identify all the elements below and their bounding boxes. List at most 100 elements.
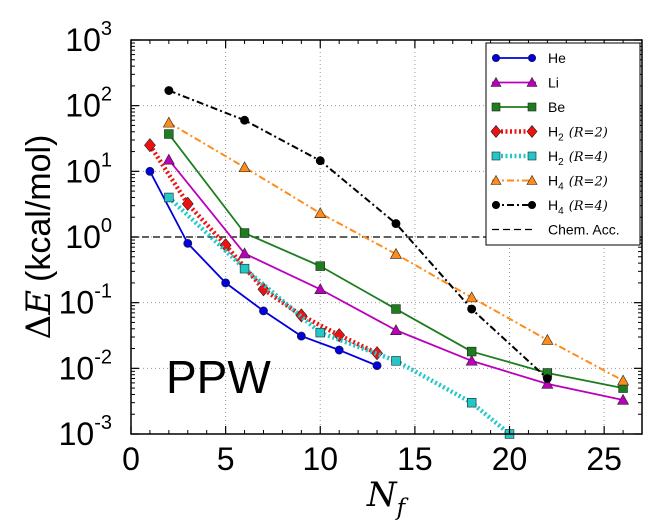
- y-tick-base: 10: [65, 153, 101, 189]
- data-point-0-2: [221, 278, 231, 288]
- data-point-0-6: [372, 361, 382, 371]
- data-point-3-1: [181, 196, 194, 211]
- legend-label-reference: Chem. Acc.: [548, 222, 620, 238]
- legend-box: [485, 42, 641, 246]
- series-line-4: [167, 195, 511, 436]
- data-point-0-4: [296, 331, 306, 341]
- legend-label-subscript: 4: [558, 206, 564, 217]
- series-2: [164, 129, 628, 393]
- legend-label-1: Li: [548, 75, 559, 91]
- x-tick-label: 0: [122, 441, 140, 477]
- data-point-2-1: [239, 228, 250, 238]
- legend-marker-4: [491, 151, 501, 161]
- y-label-variable: E: [19, 290, 59, 316]
- y-tick-base: 10: [59, 285, 95, 321]
- series-5: [162, 116, 630, 386]
- y-label-delta: Δ: [19, 315, 59, 340]
- legend-label-subscript: 2: [558, 133, 564, 144]
- data-point-1-4: [465, 354, 478, 366]
- data-point-1-0: [162, 153, 175, 165]
- series-layer: [144, 86, 630, 439]
- legend-label-base: Li: [548, 75, 559, 91]
- data-point-6-5: [542, 374, 552, 383]
- data-point-1-5: [541, 377, 554, 389]
- y-tick-label: 101: [65, 149, 112, 189]
- legend-label-base: H: [548, 173, 558, 189]
- series-line-6: [168, 89, 549, 380]
- legend-label-base: He: [548, 50, 566, 66]
- y-tick-exponent: 1: [101, 149, 112, 171]
- y-tick-exponent: 3: [101, 18, 112, 40]
- y-tick-label: 103: [65, 18, 112, 58]
- legend-marker-2: [491, 102, 501, 112]
- y-tick-base: 10: [59, 350, 95, 386]
- x-tick-label: 5: [217, 441, 235, 477]
- y-tick-exponent: 0: [101, 215, 112, 237]
- data-point-1-3: [389, 324, 402, 335]
- x-tick-label: 20: [492, 441, 528, 477]
- data-point-4-0: [164, 192, 174, 203]
- legend-label-0: He: [548, 50, 566, 66]
- y-axis-label: ΔE (kcal/mol): [19, 135, 59, 340]
- data-point-4-4: [466, 397, 477, 408]
- series-3: [144, 138, 383, 361]
- data-point-6-3: [391, 219, 401, 229]
- legend-label-base: H: [548, 124, 558, 140]
- series-1: [162, 153, 630, 405]
- y-tick-exponent: -3: [94, 412, 112, 434]
- y-tick-label: 10-3: [59, 412, 112, 452]
- data-point-0-3: [259, 306, 268, 316]
- legend-label-condition: (R=4): [569, 199, 608, 214]
- series-line-3: [148, 143, 379, 356]
- data-point-1-1: [238, 247, 251, 259]
- legend-label-subscript: 2: [558, 157, 564, 168]
- legend-label-3: H2 (R=2): [548, 124, 608, 144]
- data-point-5-1: [238, 161, 251, 173]
- y-tick-label: 10-2: [59, 346, 112, 386]
- legend-marker-3: [526, 125, 538, 138]
- y-label-unit: (kcal/mol): [20, 135, 58, 282]
- legend-label-condition: (R=4): [569, 150, 608, 165]
- data-point-0-0: [145, 166, 155, 176]
- legend-label-5: H4 (R=2): [548, 173, 608, 193]
- y-tick-label: 102: [65, 84, 112, 124]
- x-label-subscript: f: [395, 495, 409, 521]
- x-axis-label: Nf: [366, 475, 409, 521]
- data-point-1-6: [617, 393, 630, 405]
- legend-label-condition: (R=2): [569, 175, 608, 190]
- legend-marker-1: [526, 76, 538, 87]
- data-point-3-5: [333, 328, 346, 343]
- legend-marker-3: [490, 125, 502, 138]
- y-tick-label: 10-1: [59, 281, 112, 321]
- legend-label-4: H2 (R=4): [548, 148, 608, 168]
- y-tick-base: 10: [59, 416, 95, 452]
- data-point-3-2: [219, 238, 232, 253]
- data-point-5-3: [389, 247, 402, 259]
- data-point-6-1: [240, 115, 249, 125]
- data-point-0-5: [334, 345, 344, 355]
- x-tick-label: 15: [397, 441, 433, 477]
- data-point-4-3: [391, 356, 401, 366]
- data-point-4-1: [239, 263, 250, 274]
- legend-marker-1: [490, 76, 502, 87]
- legend-marker-2: [527, 102, 537, 112]
- data-point-3-3: [257, 282, 270, 297]
- legend-label-6: H4 (R=4): [548, 197, 608, 217]
- data-point-5-0: [162, 116, 175, 128]
- y-tick-exponent: 2: [101, 84, 112, 106]
- legend-label-subscript: 4: [558, 182, 564, 193]
- legend-label-base: Be: [548, 99, 565, 115]
- data-point-6-0: [164, 86, 174, 95]
- ppw-annotation: PPW: [166, 351, 271, 403]
- legend-marker-0: [527, 53, 537, 63]
- data-point-5-5: [541, 333, 554, 345]
- data-point-5-2: [314, 207, 327, 218]
- series-6: [164, 86, 552, 383]
- legend-label-2: Be: [548, 99, 565, 115]
- data-point-3-0: [144, 138, 156, 153]
- legend-marker-5: [490, 174, 502, 185]
- y-tick-base: 10: [65, 219, 101, 255]
- data-point-5-4: [465, 291, 478, 303]
